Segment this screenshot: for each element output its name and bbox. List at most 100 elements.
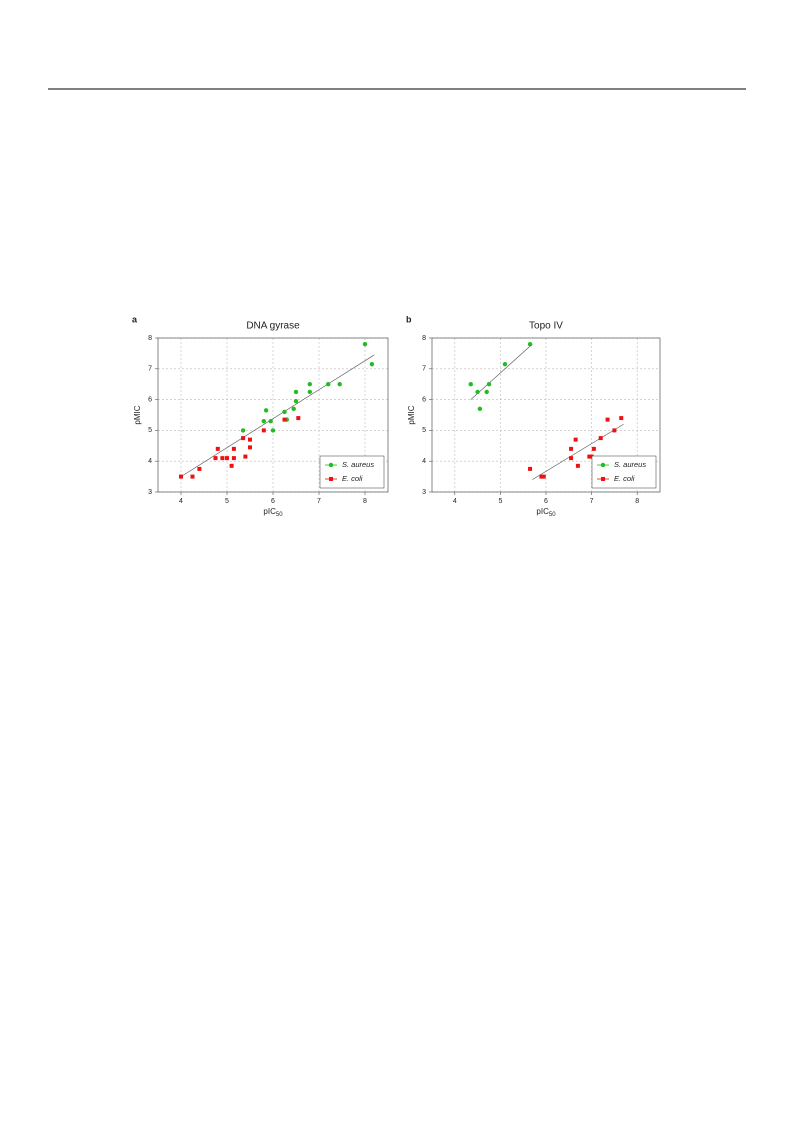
y-tick-label: 6 (422, 396, 426, 403)
x-axis-label-subscript: 50 (549, 512, 556, 518)
x-tick-label: 4 (453, 498, 457, 505)
marker (528, 466, 533, 471)
marker (291, 406, 296, 412)
marker (484, 389, 489, 395)
marker (270, 428, 276, 433)
x-axis-label-main: pIC (263, 507, 276, 516)
marker (326, 382, 331, 387)
trendline (470, 343, 533, 400)
plot-frame (431, 337, 661, 493)
marker (468, 382, 473, 387)
marker (241, 436, 246, 441)
y-tick-label: 6 (148, 396, 152, 403)
plot-frame (157, 337, 389, 493)
trendline (532, 423, 624, 480)
chart-title: DNA gyrase (246, 321, 300, 332)
marker (231, 456, 236, 461)
marker (605, 417, 610, 422)
legend-label: S. aureus (614, 460, 646, 469)
y-tick-label: 7 (422, 366, 426, 373)
legend-marker (601, 477, 605, 481)
marker (569, 446, 574, 451)
marker (539, 474, 544, 479)
y-axis-label: pMIC (133, 405, 142, 424)
marker (261, 418, 266, 424)
marker (263, 408, 269, 413)
marker (527, 341, 533, 347)
marker (243, 454, 248, 459)
marker (362, 341, 368, 347)
marker (282, 409, 287, 415)
marker (337, 382, 342, 387)
marker (598, 436, 603, 441)
x-axis-label-main: pIC (536, 507, 549, 516)
marker (225, 456, 229, 461)
marker (179, 474, 183, 479)
trendline (180, 354, 375, 477)
marker (261, 428, 266, 433)
panel-label: b (406, 314, 412, 324)
y-tick-label: 8 (422, 335, 426, 342)
legend-marker (329, 477, 333, 481)
marker (619, 416, 624, 421)
chart-title: Topo IV (529, 321, 563, 332)
marker (502, 361, 508, 367)
marker (612, 428, 617, 433)
marker (282, 417, 287, 422)
marker (220, 456, 225, 461)
x-tick-label: 7 (317, 498, 321, 505)
legend-box (591, 455, 657, 489)
legend-label: E. coli (342, 474, 363, 483)
x-tick-label: 7 (590, 498, 594, 505)
x-tick-label: 8 (363, 498, 367, 505)
marker (293, 389, 299, 395)
legend-label: E. coli (614, 474, 635, 483)
x-tick-label: 8 (635, 498, 639, 505)
legend-box (319, 455, 385, 489)
marker (475, 389, 480, 395)
x-tick-label: 5 (225, 498, 229, 505)
y-tick-label: 3 (148, 489, 152, 496)
marker (477, 406, 483, 412)
marker (296, 416, 301, 421)
y-axis-label: pMIC (407, 405, 416, 424)
marker (587, 454, 592, 459)
legend-marker (600, 462, 606, 468)
y-tick-label: 5 (148, 427, 152, 434)
x-tick-label: 4 (179, 498, 183, 505)
marker (541, 474, 546, 479)
marker (573, 437, 578, 442)
marker (307, 382, 312, 387)
marker (591, 446, 596, 451)
x-axis-label: pIC50 (536, 507, 556, 517)
y-tick-label: 7 (148, 366, 152, 373)
marker (215, 446, 220, 451)
x-tick-label: 6 (271, 498, 275, 505)
x-tick-label: 6 (544, 498, 548, 505)
marker (293, 398, 299, 404)
y-tick-label: 3 (422, 489, 426, 496)
x-tick-label: 5 (498, 498, 502, 505)
marker (575, 463, 580, 468)
marker (231, 446, 236, 451)
y-tick-label: 4 (148, 458, 152, 465)
marker (369, 361, 375, 367)
marker (589, 454, 594, 459)
marker (190, 474, 195, 479)
marker (268, 418, 273, 424)
marker (307, 389, 312, 395)
y-tick-label: 4 (422, 458, 426, 465)
marker (569, 456, 574, 461)
panel-label: a (132, 314, 138, 324)
legend-label: S. aureus (342, 460, 374, 469)
marker (213, 456, 218, 461)
marker (248, 437, 252, 442)
marker (240, 428, 246, 433)
marker (486, 382, 492, 387)
marker (248, 445, 252, 450)
x-axis-label-subscript: 50 (276, 512, 283, 518)
y-tick-label: 8 (148, 335, 152, 342)
legend-marker (328, 462, 334, 468)
